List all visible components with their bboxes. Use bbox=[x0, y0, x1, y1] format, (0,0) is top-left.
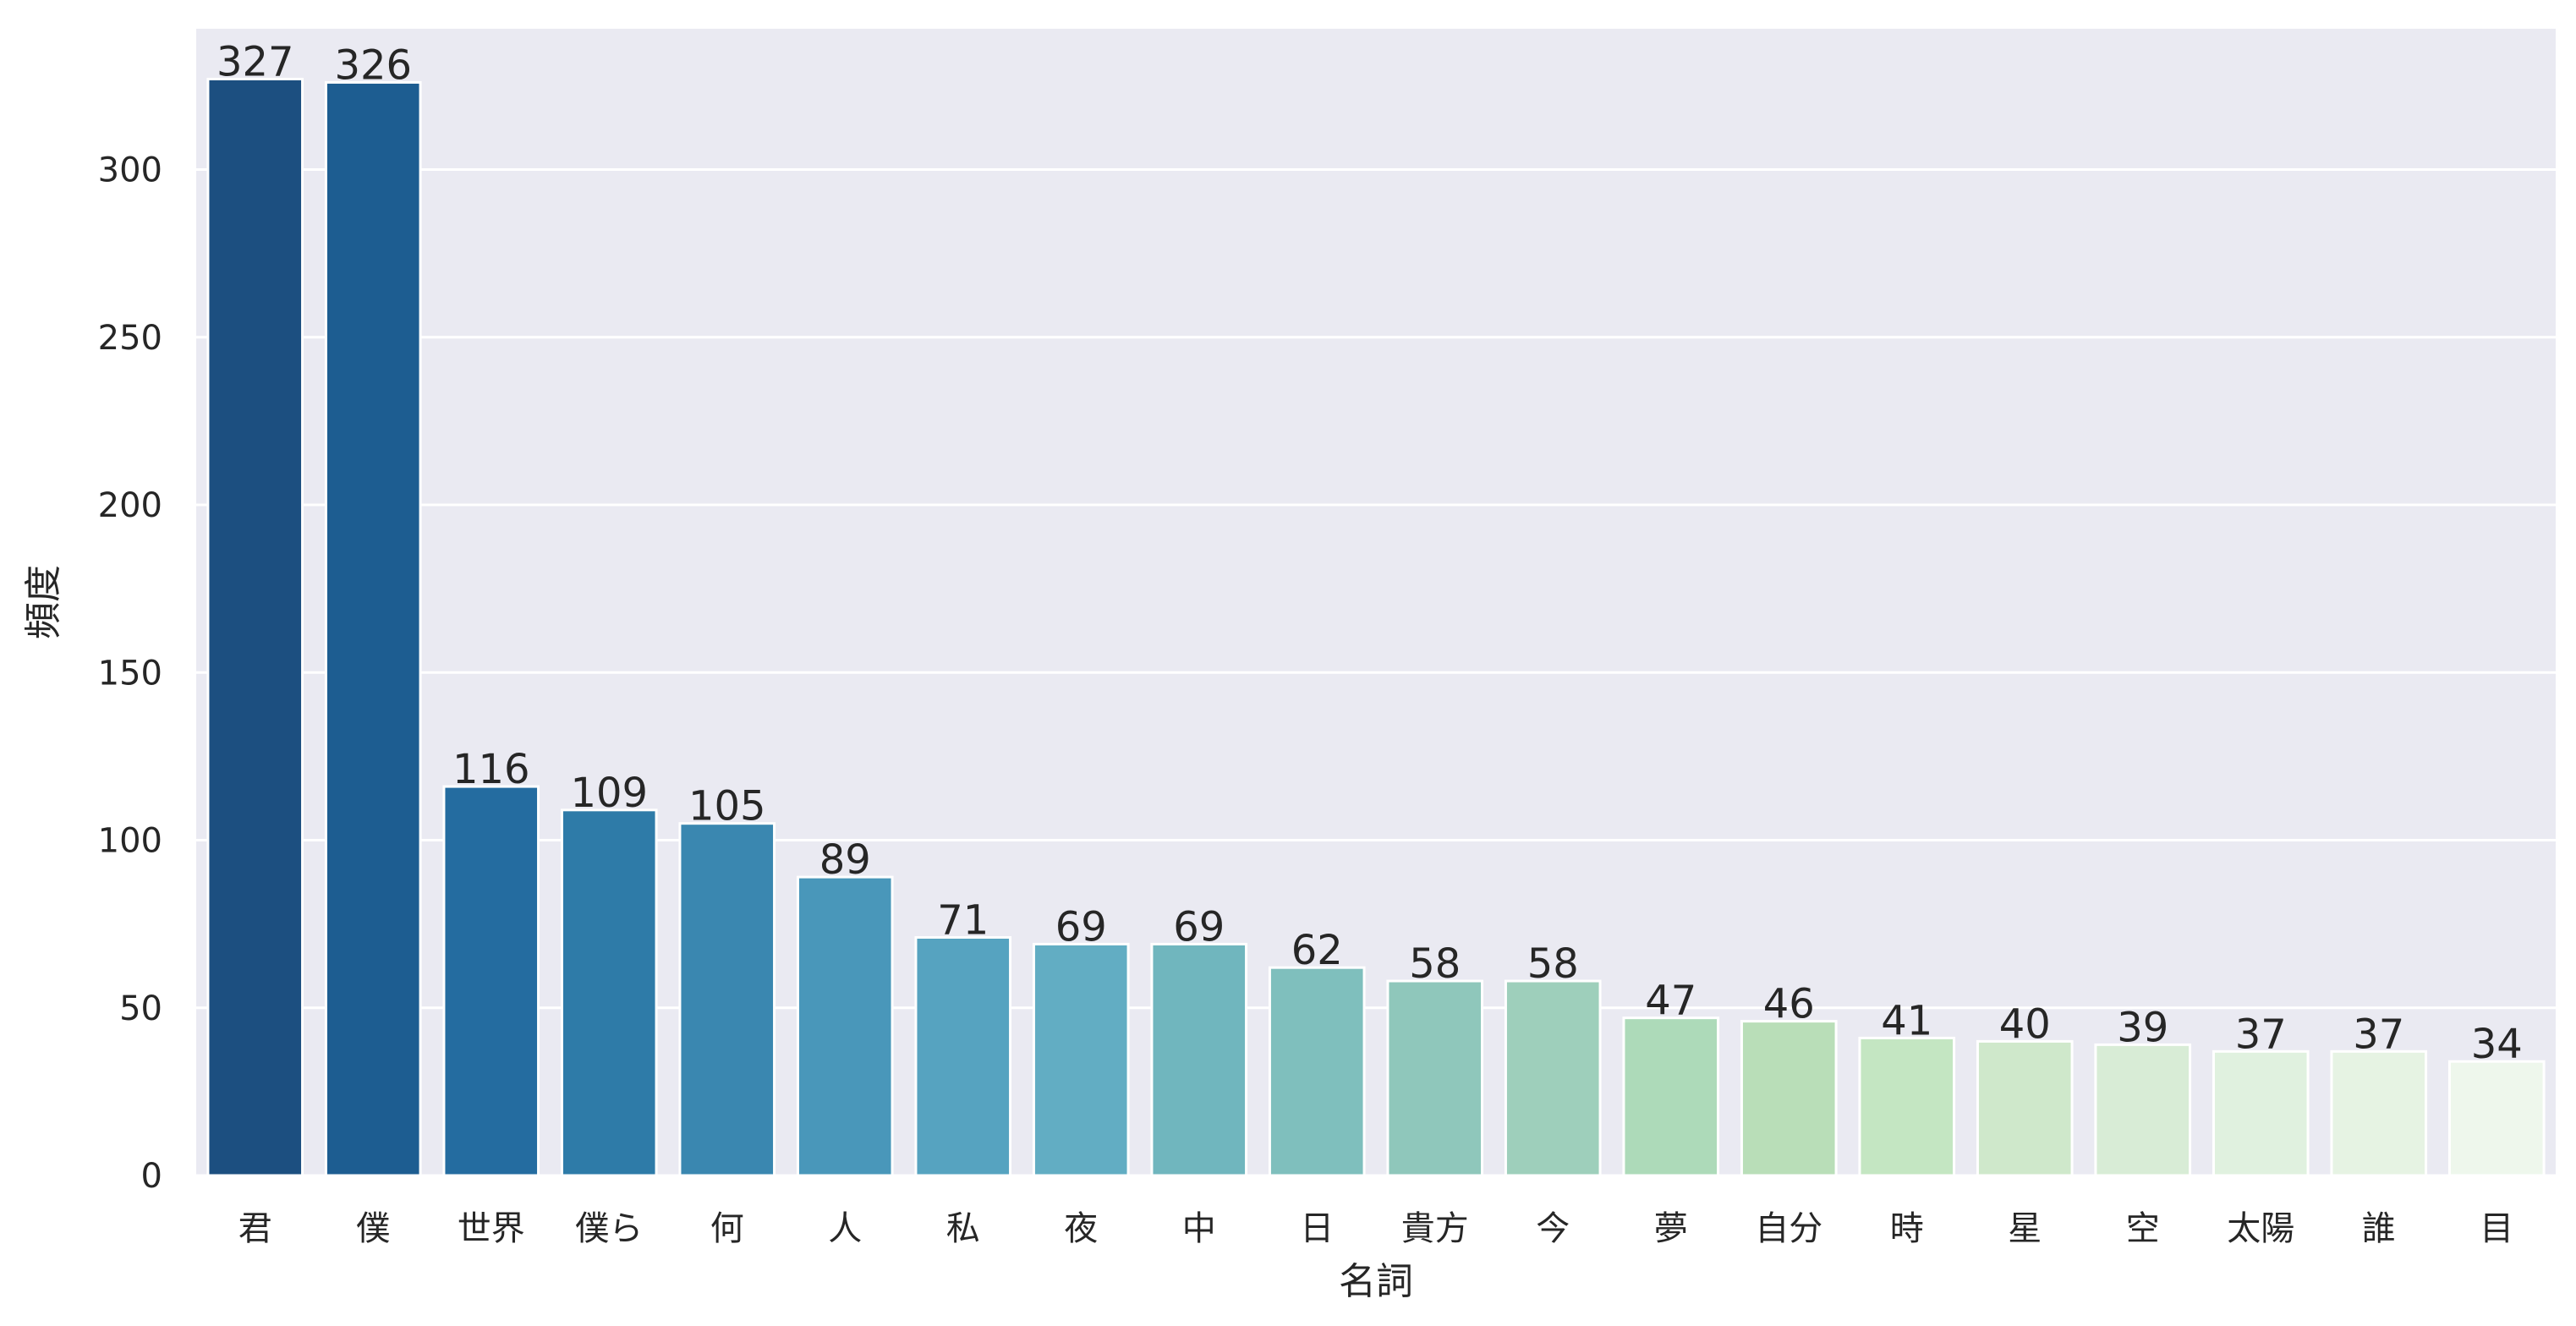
bar bbox=[1976, 1039, 2074, 1177]
y-tick-label: 250 bbox=[98, 319, 162, 358]
x-tick-label: 自分 bbox=[1755, 1209, 1822, 1248]
bar bbox=[1740, 1020, 1838, 1177]
bar bbox=[2330, 1049, 2428, 1177]
bar bbox=[1150, 942, 1248, 1177]
data-labels: 327 326 116 109 105 89 71 69 69 62 58 58 47 46 41 40 39 3… bbox=[216, 38, 2523, 1068]
x-tick-labels: 君 僕 世界 僕ら 何 人 私 夜 中 日 貴方 今 夢 自分 時 星 空 太陽 誰 目 bbox=[238, 1209, 2514, 1248]
x-tick-label: 僕ら bbox=[575, 1209, 643, 1248]
data-label: 46 bbox=[1763, 981, 1815, 1028]
x-tick-label: 私 bbox=[946, 1209, 980, 1248]
x-tick-label: 僕 bbox=[356, 1209, 390, 1248]
data-label: 37 bbox=[2235, 1011, 2287, 1058]
data-label: 62 bbox=[1291, 927, 1343, 974]
data-label: 71 bbox=[937, 896, 989, 944]
x-tick-label: 貴方 bbox=[1401, 1209, 1469, 1248]
bar bbox=[1268, 966, 1366, 1177]
bar bbox=[2094, 1043, 2192, 1177]
data-label: 58 bbox=[1527, 940, 1579, 988]
data-label: 58 bbox=[1409, 940, 1461, 988]
data-label: 326 bbox=[334, 41, 412, 89]
bar bbox=[324, 80, 422, 1177]
bar bbox=[560, 808, 658, 1177]
data-label: 69 bbox=[1055, 903, 1107, 951]
data-label: 39 bbox=[2117, 1004, 2168, 1051]
bar bbox=[678, 822, 776, 1177]
y-tick-labels: 0 50 100 150 200 250 300 bbox=[98, 151, 162, 1196]
x-tick-label: 中 bbox=[1182, 1209, 1216, 1248]
x-tick-label: 星 bbox=[2008, 1209, 2042, 1248]
x-tick-label: 君 bbox=[238, 1209, 272, 1248]
y-axis-label: 頻度 bbox=[22, 565, 65, 639]
data-label: 47 bbox=[1645, 978, 1696, 1025]
x-tick-label: 時 bbox=[1890, 1209, 1924, 1248]
bar bbox=[1622, 1016, 1720, 1177]
bar bbox=[2447, 1060, 2546, 1177]
bar bbox=[442, 785, 540, 1177]
x-tick-label: 誰 bbox=[2362, 1209, 2396, 1248]
bar bbox=[796, 875, 894, 1177]
data-label: 116 bbox=[452, 746, 530, 793]
plot-background bbox=[196, 29, 2556, 1175]
data-label: 41 bbox=[1881, 997, 1932, 1044]
bar bbox=[914, 935, 1012, 1177]
data-label: 69 bbox=[1173, 903, 1225, 951]
data-label: 109 bbox=[570, 770, 648, 817]
bars bbox=[206, 77, 2546, 1177]
x-axis-label: 名詞 bbox=[1339, 1260, 1413, 1303]
x-tick-label: 人 bbox=[828, 1209, 862, 1248]
bar bbox=[1032, 942, 1130, 1177]
y-tick-label: 0 bbox=[141, 1157, 162, 1196]
y-tick-label: 300 bbox=[98, 151, 162, 190]
data-label: 105 bbox=[688, 783, 766, 830]
bar bbox=[2212, 1049, 2310, 1177]
x-tick-label: 目 bbox=[2480, 1209, 2513, 1248]
y-tick-label: 150 bbox=[98, 654, 162, 693]
data-label: 34 bbox=[2471, 1021, 2523, 1068]
bar bbox=[1386, 979, 1484, 1177]
bar bbox=[1858, 1036, 1956, 1177]
y-tick-label: 50 bbox=[119, 989, 162, 1028]
bar bbox=[1504, 979, 1602, 1177]
x-tick-label: 今 bbox=[1536, 1209, 1570, 1248]
x-tick-label: 空 bbox=[2126, 1209, 2160, 1248]
data-label: 40 bbox=[1999, 1000, 2051, 1048]
x-tick-label: 世界 bbox=[458, 1209, 525, 1248]
x-tick-label: 日 bbox=[1300, 1209, 1334, 1248]
data-label: 327 bbox=[216, 38, 294, 85]
x-tick-label: 夢 bbox=[1654, 1209, 1688, 1248]
x-tick-label: 夜 bbox=[1064, 1209, 1098, 1248]
y-tick-label: 100 bbox=[98, 822, 162, 861]
x-tick-label: 何 bbox=[710, 1209, 744, 1248]
y-tick-label: 200 bbox=[98, 486, 162, 525]
data-label: 37 bbox=[2353, 1011, 2404, 1058]
data-label: 89 bbox=[819, 836, 871, 884]
x-tick-label: 太陽 bbox=[2227, 1209, 2294, 1248]
bar bbox=[206, 77, 304, 1177]
